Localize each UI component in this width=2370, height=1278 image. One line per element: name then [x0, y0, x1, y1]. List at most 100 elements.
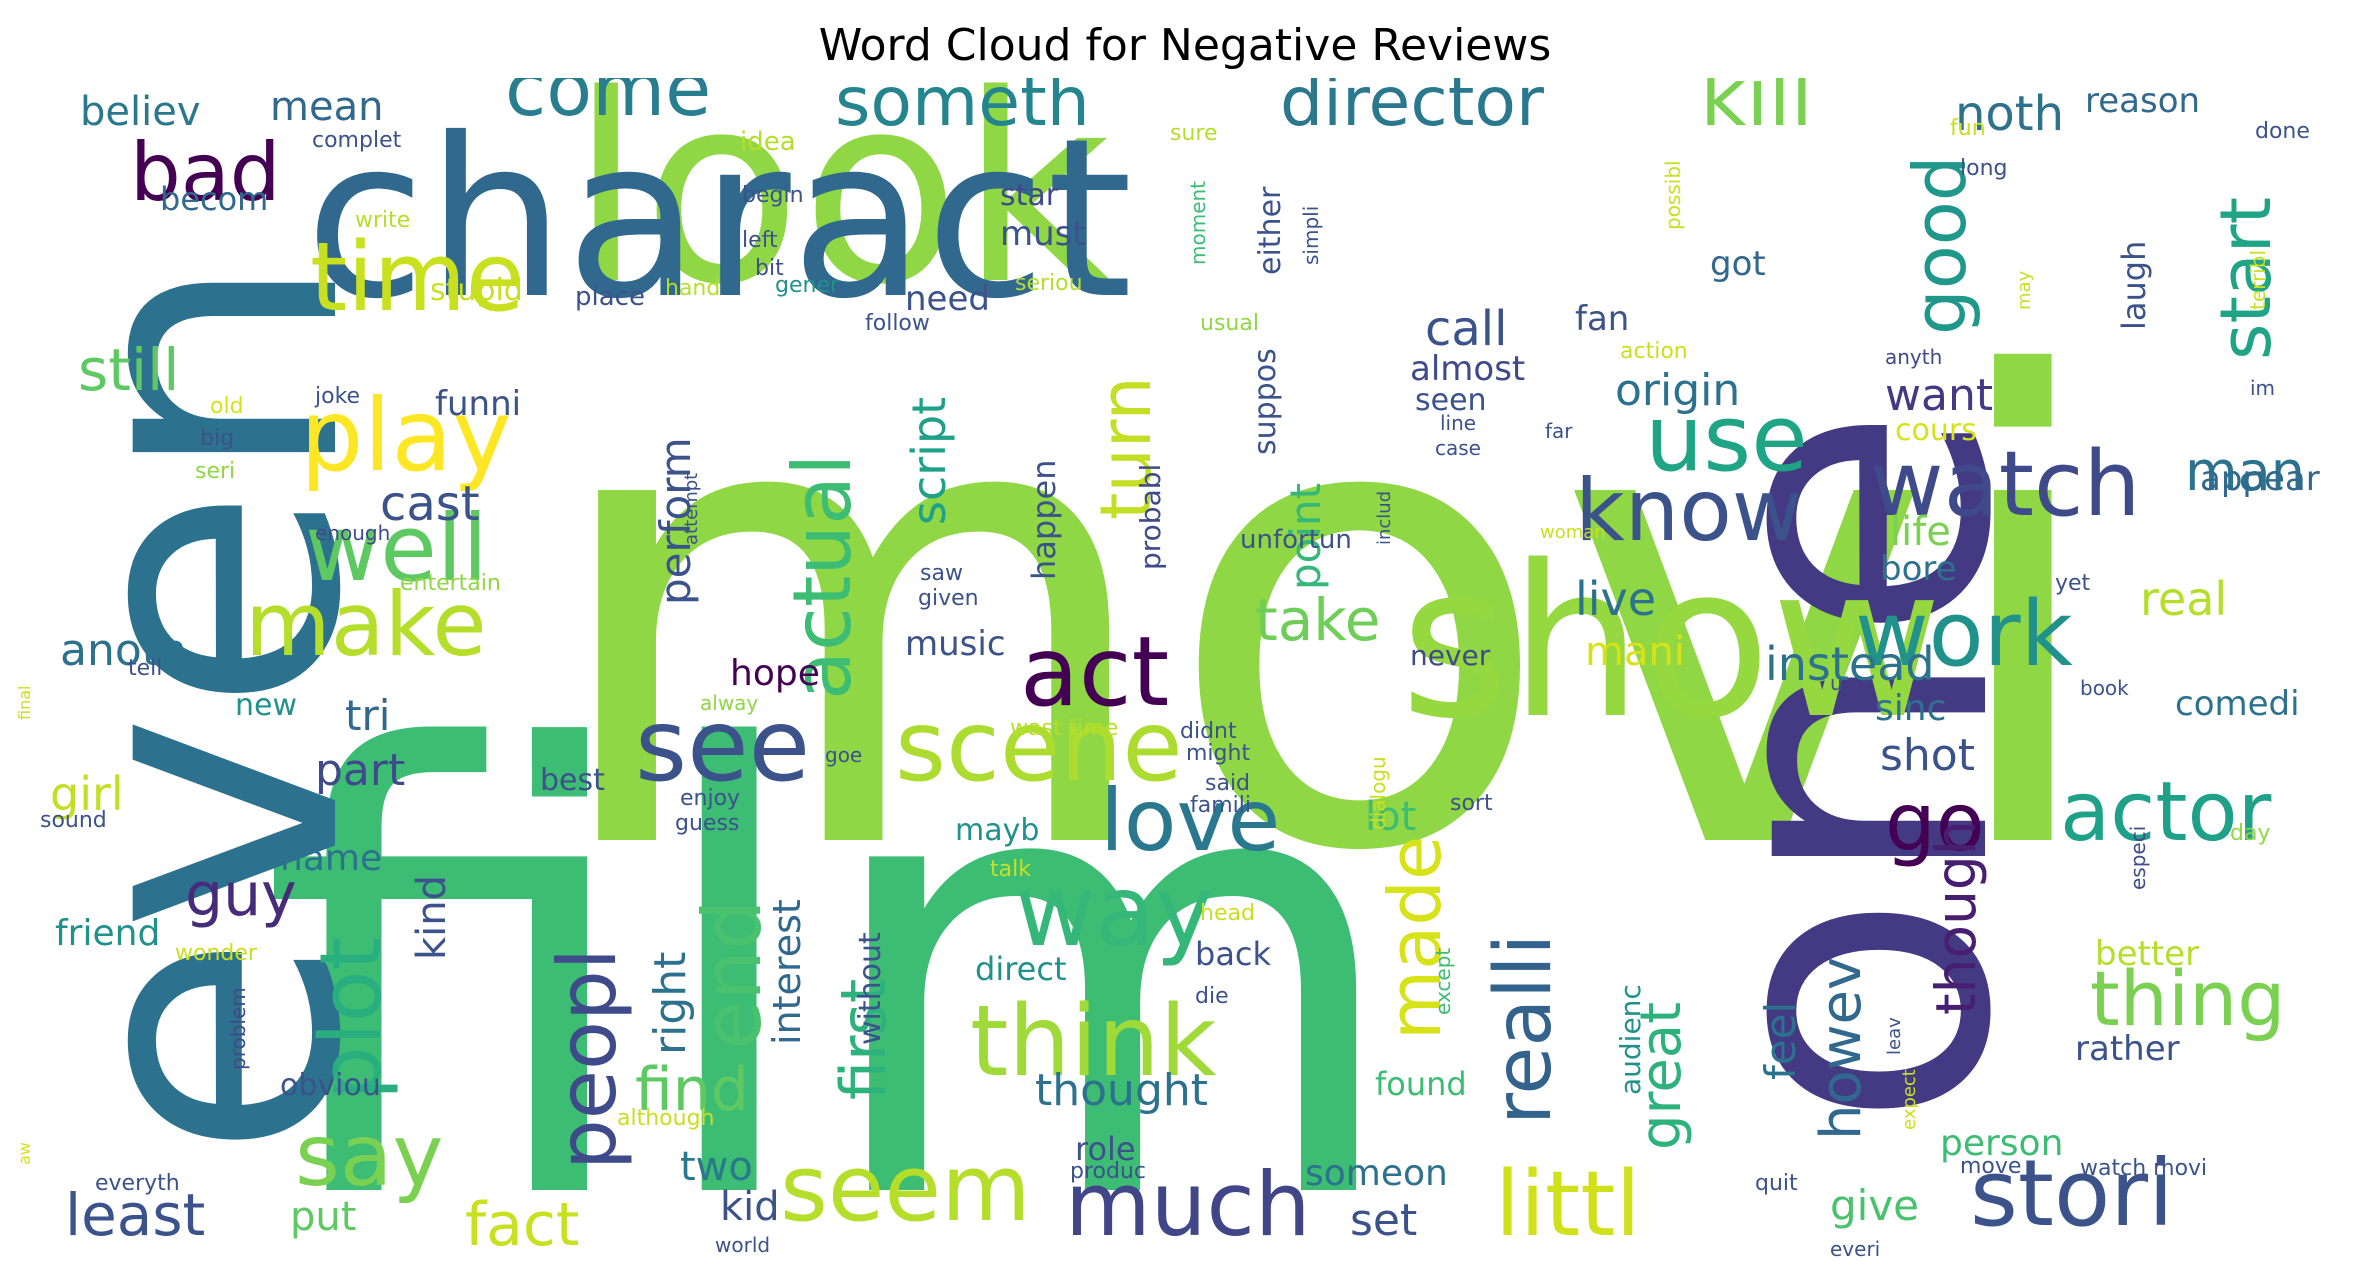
word-show: show	[1400, 520, 1943, 765]
word-kill: kill	[1700, 78, 1813, 144]
word-enjoy: enjoy	[680, 786, 740, 811]
word-mani: mani	[1585, 629, 1685, 675]
word-happen: happen	[1025, 460, 1063, 580]
word-almost: almost	[1410, 349, 1525, 389]
word-joke: joke	[314, 384, 360, 409]
word-simpli: simpli	[1299, 206, 1323, 265]
word-kid: kid	[720, 1184, 780, 1230]
word-music: music	[905, 624, 1006, 664]
word-without: without	[853, 932, 888, 1045]
word-film: film	[260, 624, 1408, 1268]
word-start: start	[2205, 197, 2287, 360]
word-write: write	[355, 208, 410, 233]
word-role: role	[1075, 1130, 1136, 1168]
word-anyth: anyth	[1885, 345, 1942, 369]
word-stori: stori	[1970, 1140, 2174, 1247]
word-day: day	[2230, 821, 2270, 846]
word-plot: plot	[302, 937, 401, 1100]
word-see: see	[635, 687, 810, 804]
word-fan: fan	[1575, 299, 1629, 339]
word-well: well	[305, 495, 488, 602]
word-im: im	[2250, 376, 2275, 400]
word-follow: follow	[865, 311, 930, 336]
word-yet: yet	[2055, 571, 2091, 596]
word-way: way	[1015, 855, 1213, 969]
word-case: case	[1435, 436, 1481, 460]
word-audienc: audienc	[1614, 984, 1647, 1095]
word-sort: sort	[1450, 791, 1493, 816]
word-set: set	[1350, 1195, 1417, 1246]
word-point: point	[1281, 483, 1330, 590]
word-expect: expect	[1899, 1069, 1920, 1130]
word-got: got	[1710, 244, 1766, 284]
word-obviou: obviou	[280, 1068, 381, 1103]
word-laugh: laugh	[2115, 241, 2153, 330]
word-thing: thing	[2090, 954, 2286, 1043]
word-act: act	[1020, 616, 1169, 728]
word-part: part	[315, 745, 405, 796]
word-come: come	[505, 78, 711, 133]
word-play: play	[300, 377, 512, 494]
word-love: love	[1100, 771, 1280, 871]
word-found: found	[1375, 1065, 1467, 1103]
word-much: much	[1065, 1153, 1311, 1256]
word-u: u	[1830, 671, 1843, 695]
word-especi: especi	[2126, 826, 2150, 890]
word-bit: bit	[755, 256, 784, 281]
word-someon: someon	[1305, 1153, 1448, 1194]
word-person: person	[1940, 1123, 2063, 1164]
word-cours: cours	[1895, 413, 1977, 448]
word-work: work	[1855, 582, 2073, 687]
word-seriou: seriou	[1015, 271, 1083, 296]
word-mayb: mayb	[955, 813, 1039, 848]
word-comedi: comedi	[2175, 684, 2300, 724]
word-put: put	[290, 1194, 356, 1240]
word-new: new	[235, 688, 297, 723]
word-good: good	[1898, 155, 1982, 335]
word-noth: noth	[1955, 86, 2064, 142]
word-know: know	[1575, 461, 1802, 561]
word-scene: scene	[895, 690, 1183, 804]
word-girl: girl	[50, 767, 124, 821]
word-bad: bad	[130, 126, 281, 219]
word-given: given	[918, 586, 979, 611]
word-hand: hand	[665, 276, 720, 301]
word-wonder: wonder	[175, 941, 258, 966]
word-stupid: stupid	[430, 273, 523, 308]
word-unfortun: unfortun	[1240, 525, 1352, 555]
word-direct: direct	[975, 950, 1066, 988]
word-interest: interest	[765, 899, 809, 1045]
word-action: action	[1620, 339, 1688, 364]
word-funni: funni	[435, 384, 521, 424]
word-realli: realli	[1479, 934, 1569, 1125]
word-enough: enough	[315, 521, 390, 545]
word-script: script	[902, 397, 956, 525]
word-littl: littl	[1495, 1152, 1641, 1257]
word-real: real	[2140, 572, 2227, 626]
word-appear: appear	[2200, 459, 2320, 499]
word-attempt: attempt	[681, 473, 702, 545]
word-gener: gener	[775, 273, 840, 298]
word-usual: usual	[1200, 311, 1259, 336]
word-although: although	[617, 1106, 714, 1131]
word-movi: movi	[540, 246, 2112, 991]
word-someth: someth	[835, 78, 1090, 142]
word-live: live	[1575, 572, 1656, 626]
word-better: better	[2095, 934, 2199, 974]
word-take: take	[1255, 586, 1381, 654]
word-seen: seen	[1415, 383, 1487, 418]
word-made: made	[1373, 836, 1457, 1040]
word-one: one	[1623, 404, 2077, 1130]
word-cloud-area: movi film one even look charact show time bad com…	[18, 78, 2348, 1268]
word-leav: leav	[1884, 1017, 1905, 1055]
word-lot: lot	[1365, 794, 1416, 840]
word-may: may	[2014, 270, 2035, 310]
word-say: say	[295, 1106, 443, 1206]
word-origin: origin	[1615, 365, 1740, 416]
word-mean: mean	[270, 84, 383, 130]
word-need: need	[905, 279, 990, 319]
word-watch: watch	[1870, 432, 2141, 537]
word-director: director	[1280, 78, 1544, 142]
